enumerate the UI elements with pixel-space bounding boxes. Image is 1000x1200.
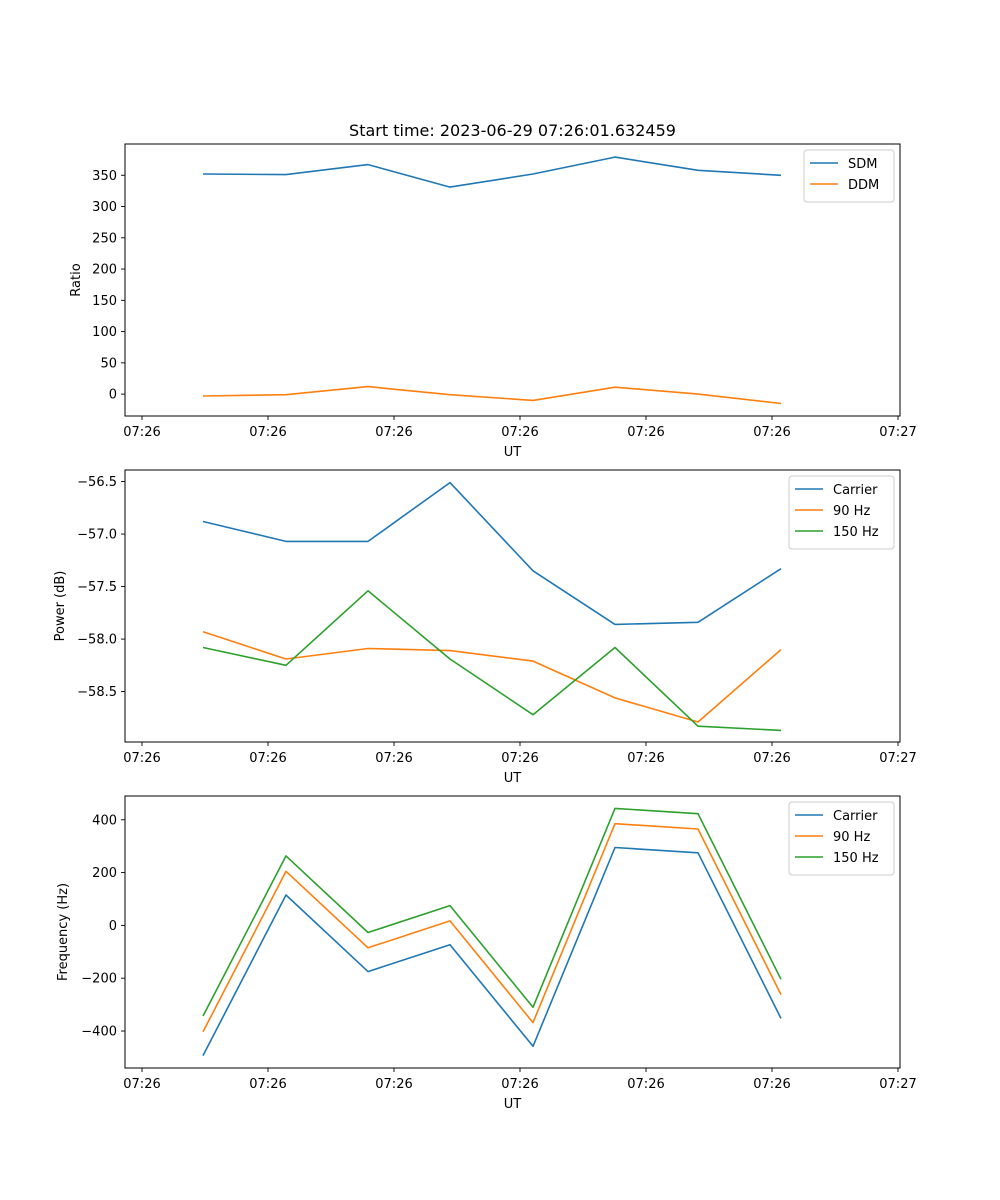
ratio-x-axis-label: UT <box>504 445 522 460</box>
ratio-x-tick-label: 07:26 <box>501 425 538 440</box>
frequency-x-tick-label: 07:26 <box>501 1077 538 1092</box>
power-x-tick-label: 07:26 <box>627 751 664 766</box>
frequency-y-tick-label: 400 <box>92 813 117 828</box>
power-y-tick-label: −58.0 <box>77 633 117 648</box>
frequency-x-tick-label: 07:26 <box>753 1077 790 1092</box>
ratio-x-tick-label: 07:26 <box>249 425 286 440</box>
power-y-tick-label: −58.5 <box>77 685 117 700</box>
ratio-lines <box>202 156 782 405</box>
panel-frequency: 07:26 07:26 07:26 07:26 07:26 07:26 07:27 −400 −… <box>56 795 917 1112</box>
ratio-x-tick-label: 07:26 <box>123 425 160 440</box>
ratio-x-tick-label: 07:26 <box>627 425 664 440</box>
power-legend-label-2: 150 Hz <box>833 525 879 540</box>
ratio-legend-label-0: SDM <box>848 157 877 172</box>
frequency-x-tick-label: 07:27 <box>879 1077 916 1092</box>
ratio-y-tick-label: 50 <box>100 356 117 371</box>
power-ticks: 07:26 07:26 07:26 07:26 07:26 07:26 07:27 −58.5… <box>77 475 917 766</box>
power-y-tick-label: −57.0 <box>77 528 117 543</box>
frequency-y-tick-label: −200 <box>81 972 117 987</box>
frequency-series-line-0 <box>202 846 782 1056</box>
power-legend: Carrier 90 Hz 150 Hz <box>788 475 895 550</box>
frequency-x-tick-label: 07:26 <box>627 1077 664 1092</box>
frequency-x-tick-label: 07:26 <box>249 1077 286 1092</box>
power-x-tick-label: 07:26 <box>123 751 160 766</box>
frequency-legend: Carrier 90 Hz 150 Hz <box>788 801 895 876</box>
frequency-y-tick-label: 0 <box>109 919 117 934</box>
frequency-legend-label-1: 90 Hz <box>833 830 870 845</box>
frequency-ticks: 07:26 07:26 07:26 07:26 07:26 07:26 07:27 −400 −… <box>81 813 916 1092</box>
power-lines <box>202 481 782 732</box>
ratio-y-tick-label: 300 <box>92 200 117 215</box>
power-legend-label-0: Carrier <box>833 483 878 498</box>
chart-title: Start time: 2023-06-29 07:26:01.632459 <box>349 121 676 140</box>
ratio-legend: SDM DDM <box>803 149 895 203</box>
power-series-line-1 <box>202 630 782 723</box>
ratio-y-tick-label: 350 <box>92 169 117 184</box>
power-x-axis-label: UT <box>504 771 522 786</box>
power-x-tick-label: 07:26 <box>375 751 412 766</box>
ratio-y-tick-label: 100 <box>92 325 117 340</box>
ratio-x-tick-label: 07:26 <box>375 425 412 440</box>
power-y-tick-label: −57.5 <box>77 580 117 595</box>
ratio-y-tick-label: 200 <box>92 263 117 278</box>
ratio-series-line-0 <box>202 156 782 188</box>
ratio-series-line-1 <box>202 385 782 405</box>
panel-power: 07:26 07:26 07:26 07:26 07:26 07:26 07:27 −58.5… <box>53 469 917 786</box>
frequency-x-tick-label: 07:26 <box>375 1077 412 1092</box>
frequency-x-tick-label: 07:26 <box>123 1077 160 1092</box>
frequency-y-tick-label: −400 <box>81 1025 117 1040</box>
ratio-y-axis-label: Ratio <box>69 263 84 296</box>
power-axes-frame <box>124 469 901 743</box>
ratio-legend-label-1: DDM <box>848 178 879 193</box>
frequency-legend-label-0: Carrier <box>833 809 878 824</box>
power-y-axis-label: Power (dB) <box>53 571 68 642</box>
ratio-axes-frame <box>124 143 901 417</box>
power-series-line-0 <box>202 481 782 626</box>
frequency-lines <box>202 807 782 1056</box>
ratio-x-tick-label: 07:27 <box>879 425 916 440</box>
frequency-legend-label-2: 150 Hz <box>833 851 879 866</box>
power-x-tick-label: 07:26 <box>501 751 538 766</box>
frequency-y-axis-label: Frequency (Hz) <box>56 883 71 981</box>
frequency-x-axis-label: UT <box>504 1097 522 1112</box>
frequency-axes-frame <box>124 795 901 1069</box>
frequency-series-line-1 <box>202 822 782 1033</box>
power-x-tick-label: 07:27 <box>879 751 916 766</box>
frequency-y-tick-label: 200 <box>92 866 117 881</box>
ratio-x-tick-label: 07:26 <box>753 425 790 440</box>
ratio-y-tick-label: 250 <box>92 231 117 246</box>
ratio-y-tick-label: 0 <box>109 388 117 403</box>
ratio-ticks: 07:26 07:26 07:26 07:26 07:26 07:26 07:27 0 50 10… <box>92 169 917 440</box>
ratio-y-tick-label: 150 <box>92 294 117 309</box>
frequency-series-line-2 <box>202 807 782 1017</box>
power-x-tick-label: 07:26 <box>249 751 286 766</box>
power-y-tick-label: −56.5 <box>77 475 117 490</box>
power-legend-label-1: 90 Hz <box>833 504 870 519</box>
power-series-line-2 <box>202 589 782 732</box>
panel-ratio: Start time: 2023-06-29 07:26:01.632459 0… <box>69 121 917 460</box>
power-x-tick-label: 07:26 <box>753 751 790 766</box>
